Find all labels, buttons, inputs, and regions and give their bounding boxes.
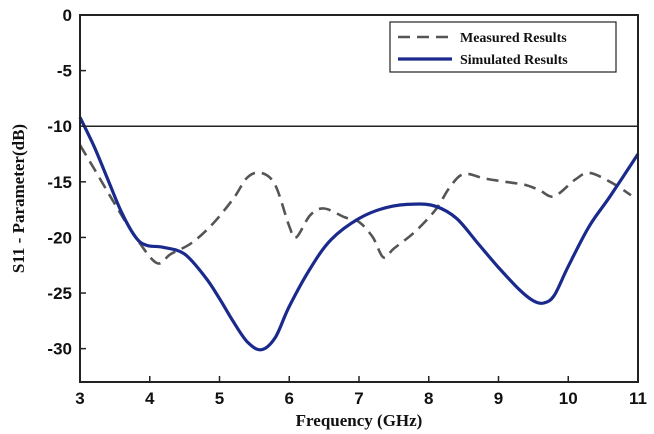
series-layer: [78, 116, 640, 352]
x-tick-label: 3: [75, 389, 84, 408]
series-line-measured: [78, 144, 632, 265]
y-tick-label: 0: [63, 6, 72, 25]
y-tick-label: -25: [47, 284, 72, 303]
x-tick-label: 11: [629, 389, 647, 408]
x-tick-label: 7: [354, 389, 363, 408]
y-tick-label: -30: [47, 340, 72, 359]
legend: Measured Results Simulated Results: [389, 21, 617, 73]
y-axis-label: S11 - Parameter(dB): [9, 124, 28, 273]
legend-label-simulated: Simulated Results: [460, 53, 568, 68]
series-line-simulated: [78, 116, 640, 352]
y-tick-label: -15: [47, 173, 72, 192]
x-tick-label: 6: [285, 389, 294, 408]
x-axis-label: Frequency (GHz): [296, 411, 423, 430]
legend-label-measured: Measured Results: [460, 31, 567, 46]
y-tick-label: -10: [47, 117, 72, 136]
x-tick-label: 8: [424, 389, 433, 408]
x-tick-label: 4: [145, 389, 155, 408]
y-tick-label: -5: [57, 62, 72, 81]
legend-box: [389, 21, 617, 73]
x-tick-label: 9: [494, 389, 503, 408]
x-tick-label: 10: [559, 389, 578, 408]
x-tick-label: 5: [215, 389, 224, 408]
y-tick-label: -20: [47, 228, 72, 247]
ticks-layer: 3 4 5 6 7 8 9 10 11 0 -5 -10 -15 -20 -25 -30: [47, 6, 647, 408]
